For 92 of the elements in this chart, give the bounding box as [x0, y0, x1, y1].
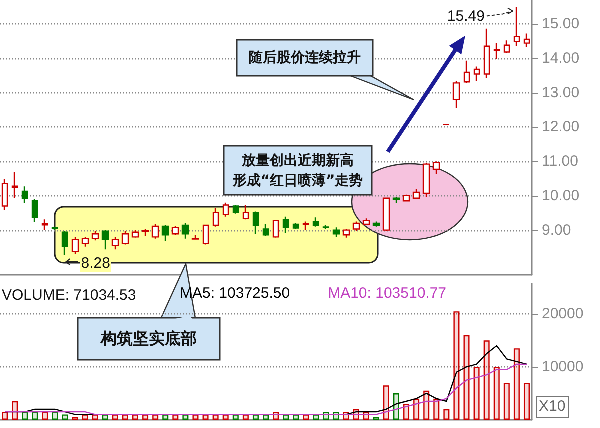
bar [424, 390, 430, 420]
y-tick-label: 12.00 [542, 118, 580, 136]
bar [414, 398, 420, 420]
candlestick [422, 162, 430, 198]
candlestick [392, 196, 400, 204]
annotation: 15.49 [447, 8, 485, 26]
candlestick [222, 202, 230, 218]
candlestick [504, 40, 510, 54]
candlestick [172, 226, 180, 236]
candlestick [242, 204, 250, 220]
candlestick [452, 80, 460, 109]
annotation: 8.28 [80, 255, 112, 272]
text: MA10: 103510.77 [328, 285, 447, 302]
candlestick [282, 216, 290, 234]
candlestick [142, 228, 150, 237]
candlestick [382, 198, 390, 232]
candlestick [202, 224, 210, 246]
bar [454, 312, 460, 420]
bar [22, 412, 28, 420]
bar [434, 398, 440, 420]
candlestick [62, 230, 68, 256]
candlestick [484, 28, 490, 79]
candlestick [302, 221, 310, 231]
candlestick [132, 230, 140, 238]
annotation: 放量创出近期新高 [242, 152, 354, 170]
candlestick [464, 60, 470, 84]
y-tick-label: 10.00 [542, 187, 580, 204]
candlestick [402, 194, 410, 202]
y-tick-label: 20000 [542, 306, 584, 323]
candlestick [122, 230, 130, 246]
candlestick [372, 221, 380, 228]
candlestick [272, 220, 280, 238]
y-tick-label: 11.00 [542, 153, 578, 170]
y-tick-label: 9.00 [542, 222, 572, 239]
candlestick [524, 33, 530, 48]
candlestick [432, 160, 440, 175]
annotation: 随后股价连续拉升 [237, 40, 373, 76]
candlestick [232, 204, 240, 214]
line-series [4, 364, 528, 416]
bar [524, 382, 530, 420]
candlestick [162, 224, 170, 242]
bar [404, 404, 410, 420]
candlestick [52, 226, 58, 231]
candlestick [312, 216, 320, 228]
bar [32, 412, 38, 420]
y-tick-label: 13.00 [542, 84, 580, 102]
bar [504, 382, 510, 420]
y-tick-label: 10000 [542, 358, 584, 376]
candlestick [112, 236, 120, 250]
text: X10 [536, 396, 569, 418]
bar [444, 409, 450, 420]
candlestick [32, 198, 38, 224]
candlestick [514, 6, 520, 48]
candlestick [92, 230, 100, 242]
candlestick [342, 228, 350, 238]
bar [383, 386, 390, 420]
candlestick [322, 224, 330, 230]
candlestick [332, 226, 340, 238]
candlestick [12, 172, 18, 199]
annotation: VOLUME: 71034.53 [2, 287, 136, 304]
candlestick [362, 218, 370, 226]
candlestick [192, 234, 200, 240]
bar [2, 412, 8, 420]
candlestick [182, 222, 190, 240]
candlestick [252, 211, 260, 235]
bar [514, 348, 520, 420]
candlestick [22, 186, 28, 204]
bar [42, 412, 48, 420]
bar [464, 335, 470, 420]
candlestick [292, 222, 300, 230]
candlestick [494, 42, 500, 60]
candlestick [152, 224, 160, 240]
candlestick [82, 236, 90, 248]
bar [474, 367, 480, 420]
candlestick [474, 66, 480, 82]
candlestick [42, 219, 48, 231]
y-tick-label: 14.00 [542, 50, 580, 67]
bar [494, 367, 500, 420]
candlestick [412, 188, 420, 200]
annotation: 形成“红日喷薄”走势 [232, 172, 364, 190]
candlestick [262, 224, 270, 237]
bar [62, 414, 68, 420]
y-tick-label: 15.00 [542, 16, 580, 33]
annotation: 构筑坚实底部 [78, 318, 220, 360]
bar [12, 401, 18, 420]
candlestick [212, 207, 220, 228]
candlestick [352, 221, 360, 232]
candlestick [72, 236, 80, 255]
bar [52, 412, 58, 420]
bar [393, 394, 400, 420]
candlestick [102, 230, 110, 250]
bar [484, 340, 490, 420]
